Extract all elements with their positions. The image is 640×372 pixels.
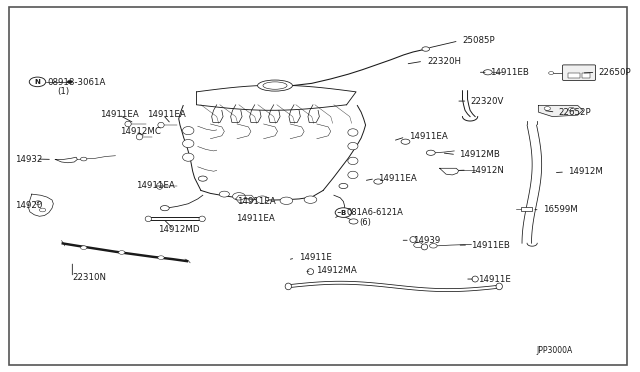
Text: 22650P: 22650P xyxy=(598,68,630,77)
Ellipse shape xyxy=(257,80,292,91)
Ellipse shape xyxy=(307,269,314,275)
Ellipse shape xyxy=(348,129,358,136)
Circle shape xyxy=(232,193,245,200)
Ellipse shape xyxy=(285,283,291,290)
Circle shape xyxy=(422,47,429,51)
Circle shape xyxy=(67,80,72,83)
Text: 14911EA: 14911EA xyxy=(237,197,276,206)
Circle shape xyxy=(118,251,125,254)
Text: 22310N: 22310N xyxy=(72,273,106,282)
Ellipse shape xyxy=(348,157,358,164)
Text: JPP3000A: JPP3000A xyxy=(536,346,573,355)
Circle shape xyxy=(429,244,437,248)
Text: 14912N: 14912N xyxy=(470,166,504,174)
Circle shape xyxy=(544,107,550,110)
Circle shape xyxy=(339,183,348,189)
Circle shape xyxy=(413,243,422,248)
Ellipse shape xyxy=(136,134,143,140)
Ellipse shape xyxy=(157,183,163,189)
Ellipse shape xyxy=(182,126,194,135)
Circle shape xyxy=(29,77,45,87)
Text: 081A6-6121A: 081A6-6121A xyxy=(347,208,403,217)
Text: 14911EA: 14911EA xyxy=(136,182,175,190)
Text: N: N xyxy=(35,79,40,85)
Ellipse shape xyxy=(348,142,358,150)
Bar xyxy=(582,73,590,78)
Text: B: B xyxy=(340,209,346,216)
Ellipse shape xyxy=(145,216,152,222)
Ellipse shape xyxy=(348,171,358,179)
Text: 14912MB: 14912MB xyxy=(460,150,500,159)
Ellipse shape xyxy=(496,283,502,290)
Text: 14920: 14920 xyxy=(15,201,43,210)
Ellipse shape xyxy=(472,276,478,282)
Text: 08918-3061A: 08918-3061A xyxy=(47,78,106,87)
Text: 14939: 14939 xyxy=(413,236,440,245)
Text: 22652P: 22652P xyxy=(559,108,591,117)
Text: 14911EB: 14911EB xyxy=(490,68,529,77)
Text: 14912MC: 14912MC xyxy=(120,127,161,136)
Text: 14911E: 14911E xyxy=(478,275,511,283)
Circle shape xyxy=(401,139,410,144)
Text: 14932: 14932 xyxy=(15,154,43,164)
Circle shape xyxy=(220,191,229,197)
Bar xyxy=(568,73,580,78)
Circle shape xyxy=(158,256,164,260)
Circle shape xyxy=(40,208,45,212)
Text: 14912MA: 14912MA xyxy=(316,266,357,275)
Text: 14911EA: 14911EA xyxy=(147,110,186,119)
Circle shape xyxy=(198,176,207,181)
Circle shape xyxy=(35,201,42,205)
Circle shape xyxy=(335,208,351,217)
Text: 14911EB: 14911EB xyxy=(471,241,510,250)
Circle shape xyxy=(81,246,87,250)
Polygon shape xyxy=(538,106,583,116)
Ellipse shape xyxy=(182,140,194,148)
Text: 14911E: 14911E xyxy=(299,253,332,263)
Text: (1): (1) xyxy=(57,87,69,96)
Ellipse shape xyxy=(263,82,287,89)
Circle shape xyxy=(548,71,554,74)
Circle shape xyxy=(483,70,492,75)
Ellipse shape xyxy=(125,121,131,127)
Circle shape xyxy=(161,206,169,211)
Ellipse shape xyxy=(199,216,205,222)
Ellipse shape xyxy=(182,153,194,161)
FancyBboxPatch shape xyxy=(563,65,595,80)
Bar xyxy=(521,208,532,211)
Ellipse shape xyxy=(421,244,428,250)
Text: 14912MD: 14912MD xyxy=(159,225,200,234)
Text: 14911EA: 14911EA xyxy=(236,214,275,223)
Text: 22320V: 22320V xyxy=(470,97,504,106)
Circle shape xyxy=(349,219,358,224)
Text: 14912M: 14912M xyxy=(568,167,603,176)
Circle shape xyxy=(256,196,269,203)
Text: 14911EA: 14911EA xyxy=(100,110,138,119)
Text: 25085P: 25085P xyxy=(463,36,495,45)
Text: 16599M: 16599M xyxy=(543,205,578,215)
Text: 14911EA: 14911EA xyxy=(409,132,447,141)
Circle shape xyxy=(568,108,575,111)
Circle shape xyxy=(81,157,87,161)
Circle shape xyxy=(426,150,435,155)
Circle shape xyxy=(280,197,292,205)
Ellipse shape xyxy=(410,237,416,243)
Ellipse shape xyxy=(158,122,164,128)
Circle shape xyxy=(374,179,383,184)
Circle shape xyxy=(304,196,317,203)
Text: 14911EA: 14911EA xyxy=(378,174,417,183)
Text: (6): (6) xyxy=(359,218,371,227)
Text: 22320H: 22320H xyxy=(427,57,461,66)
